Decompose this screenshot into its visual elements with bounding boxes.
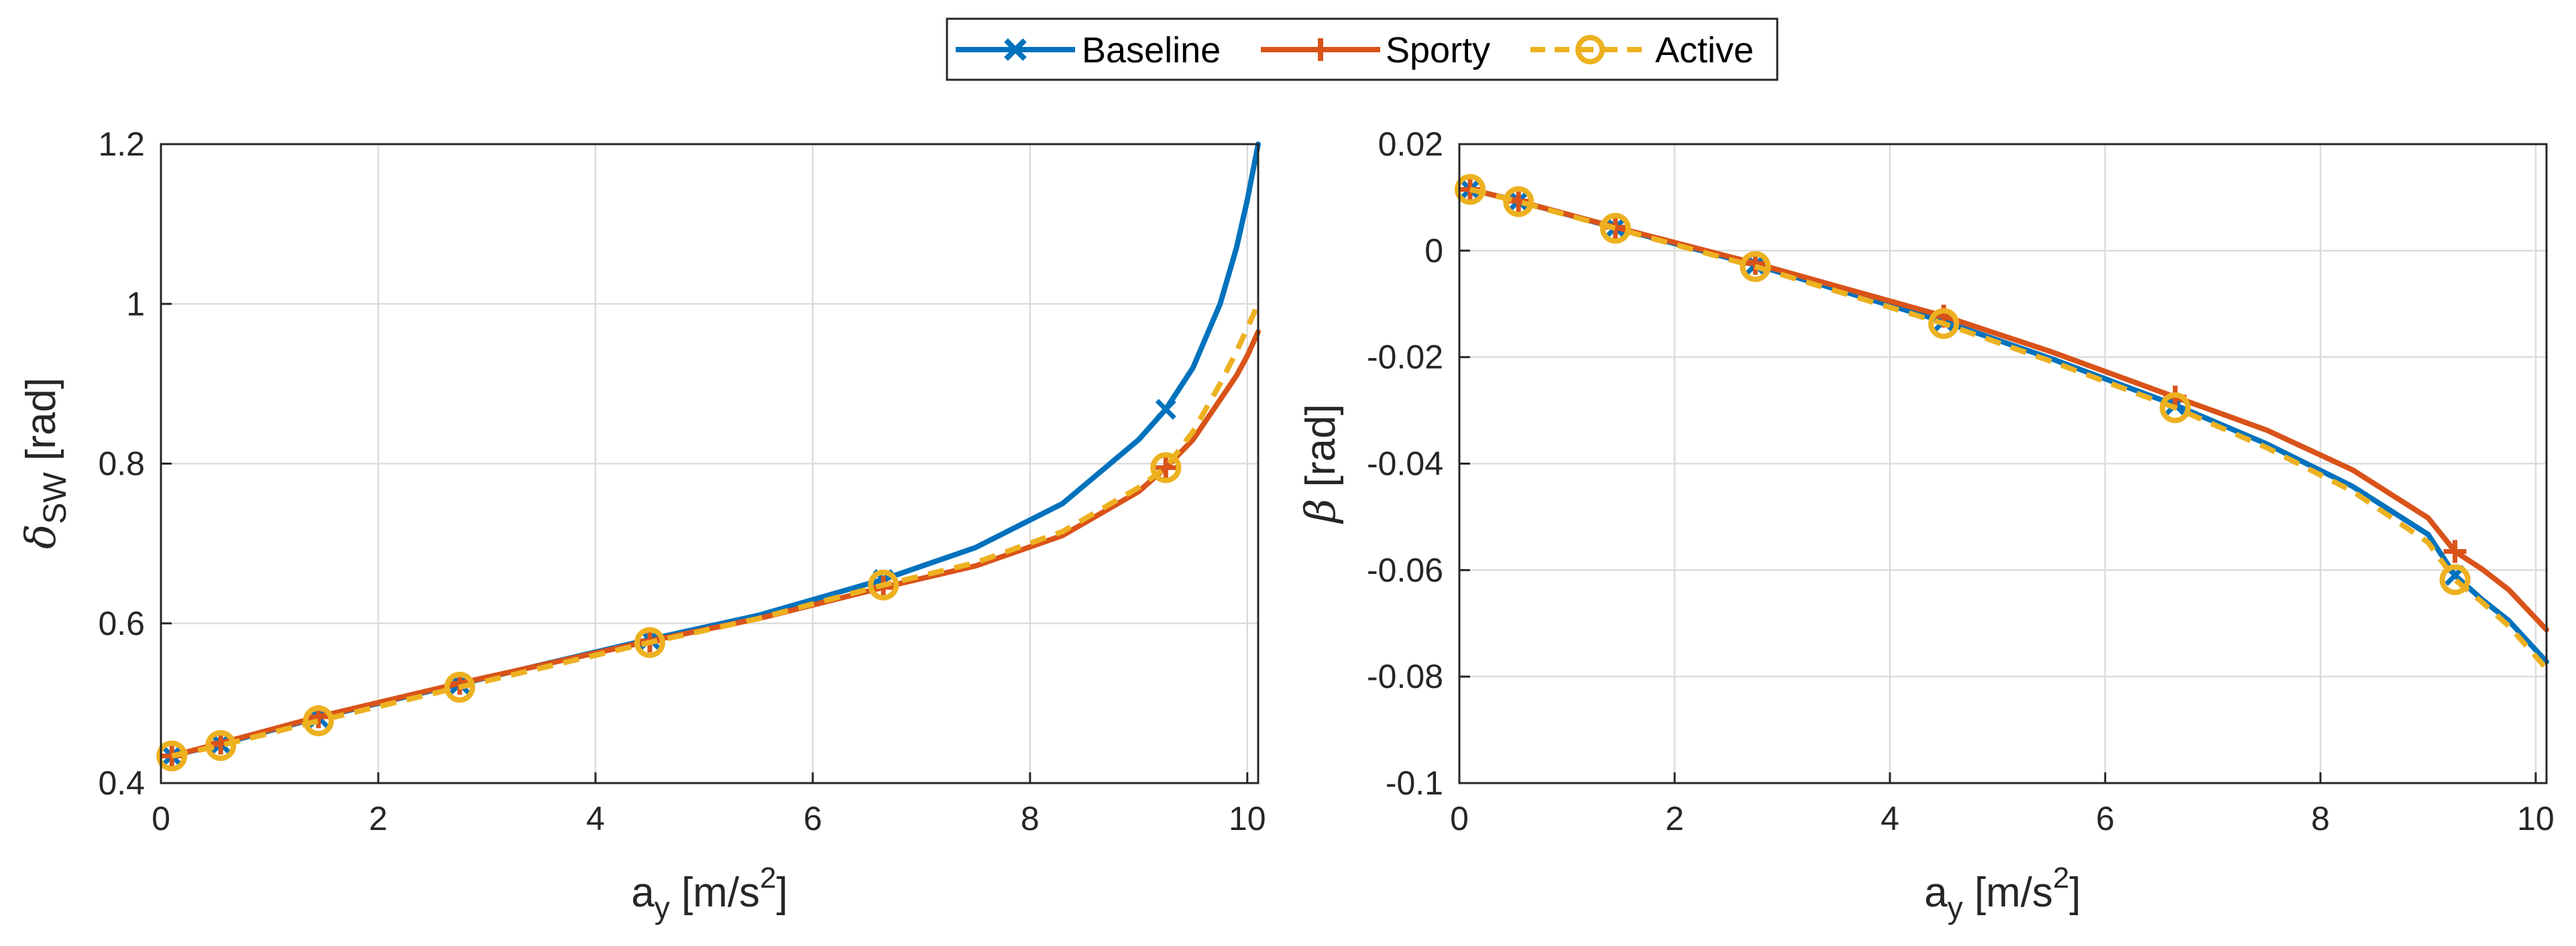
- y-tick-label-left-4: 1.2: [98, 125, 145, 163]
- marker-active-right-1: [1503, 186, 1534, 217]
- x-tick-label-left-4: 8: [1021, 800, 1040, 837]
- marker-active-right-4: [1928, 308, 1960, 339]
- y-tick-label-right-4: -0.02: [1367, 339, 1443, 376]
- marker-active-right-6: [2439, 564, 2471, 595]
- y-tick-label-left-0: 0.4: [98, 764, 145, 802]
- marker-baseline-left-6: [1155, 399, 1176, 420]
- x-tick-label-right-3: 6: [2096, 800, 2115, 837]
- series-line-active-right: [1469, 186, 2549, 670]
- legend-label-baseline: Baseline: [1082, 30, 1221, 70]
- y-tick-label-right-0: -0.1: [1386, 764, 1443, 802]
- series-active-left: [156, 302, 1261, 772]
- y-tick-label-right-5: 0: [1424, 232, 1443, 270]
- y-tick-label-right-6: 0.02: [1378, 125, 1443, 163]
- marker-sporty-right-6: [2443, 540, 2467, 563]
- series-active-right: [1455, 174, 2549, 670]
- x-tick-label-right-4: 8: [2311, 800, 2330, 837]
- marker-active-left-6: [1150, 452, 1182, 483]
- legend-entry-sporty: Sporty: [1261, 30, 1490, 70]
- series-line-sporty-left: [169, 329, 1261, 759]
- legend-marker-active: [1575, 35, 1605, 64]
- series-baseline-right: [1459, 179, 2549, 664]
- y-axis-label-left: δSW [rad]: [16, 377, 73, 549]
- legend-marker-baseline: [1004, 38, 1027, 61]
- marker-active-right-0: [1455, 174, 1486, 205]
- marker-active-right-2: [1600, 213, 1631, 244]
- marker-active-left-1: [205, 730, 237, 762]
- legend-marker-sporty: [1309, 38, 1332, 61]
- series-line-baseline-left: [169, 141, 1261, 759]
- marker-active-left-4: [634, 627, 665, 658]
- x-tick-label-right-1: 2: [1665, 800, 1684, 837]
- x-tick-label-left-2: 4: [586, 800, 605, 837]
- x-tick-label-right-5: 10: [2517, 800, 2555, 837]
- steering-angle-plot: 0 2 4 6 8 10 0.4 0.6 0.8 1 1.2 ay [m/s2] δSW [rad]: [16, 125, 1266, 925]
- x-tick-label-left-1: 2: [369, 800, 388, 837]
- marker-active-left-2: [302, 705, 334, 737]
- marker-active-left-5: [868, 569, 899, 601]
- y-tick-label-left-3: 1: [126, 285, 145, 322]
- marker-active-left-3: [444, 672, 475, 703]
- legend-entry-active: Active: [1530, 30, 1754, 70]
- legend-entry-baseline: Baseline: [956, 30, 1221, 70]
- series-line-baseline-right: [1467, 186, 2549, 664]
- series-baseline-left: [161, 141, 1261, 766]
- series-line-sporty-right: [1467, 186, 2549, 633]
- sideslip-angle-plot: 0 2 4 6 8 10 -0.1 -0.08 -0.06 -0.04 -0.02 0 0.02 ay …: [1296, 125, 2555, 925]
- x-axis-label-right: ay [m/s2]: [1924, 862, 2081, 925]
- marker-active-right-3: [1740, 251, 1771, 282]
- marker-active-left-0: [156, 740, 188, 772]
- x-tick-label-left-3: 6: [803, 800, 822, 837]
- x-axis-label-left: ay [m/s2]: [631, 862, 788, 925]
- y-axis-label-right: β [rad]: [1296, 404, 1345, 524]
- x-tick-label-right-2: 4: [1881, 800, 1899, 837]
- x-tick-label-left-0: 0: [152, 800, 170, 837]
- y-tick-label-left-1: 0.6: [98, 605, 145, 642]
- x-tick-label-right-0: 0: [1450, 800, 1469, 837]
- y-tick-label-right-1: -0.08: [1367, 658, 1443, 695]
- y-tick-label-right-2: -0.06: [1367, 551, 1443, 589]
- legend-label-sporty: Sporty: [1386, 30, 1490, 70]
- x-tick-label-left-5: 10: [1229, 800, 1266, 837]
- marker-sporty-left-6: [1154, 456, 1178, 479]
- series-line-active-left: [171, 302, 1261, 759]
- series-sporty-right: [1459, 178, 2549, 633]
- series-sporty-left: [160, 329, 1261, 768]
- legend-label-active: Active: [1655, 30, 1754, 70]
- legend: Baseline Sporty Active: [946, 17, 1779, 81]
- y-tick-label-right-3: -0.04: [1367, 445, 1443, 483]
- y-tick-label-left-2: 0.8: [98, 445, 145, 483]
- marker-active-right-5: [2160, 392, 2191, 424]
